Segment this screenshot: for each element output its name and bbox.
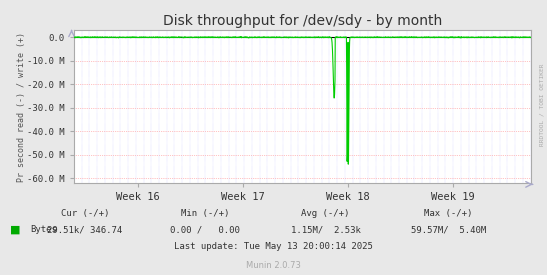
Text: Min (-/+): Min (-/+) bbox=[181, 209, 229, 218]
Text: 29.51k/ 346.74: 29.51k/ 346.74 bbox=[47, 226, 123, 234]
Y-axis label: Pr second read (-) / write (+): Pr second read (-) / write (+) bbox=[17, 32, 26, 182]
Text: 1.15M/  2.53k: 1.15M/ 2.53k bbox=[290, 226, 360, 234]
Text: 59.57M/  5.40M: 59.57M/ 5.40M bbox=[411, 226, 486, 234]
Text: Bytes: Bytes bbox=[30, 226, 57, 234]
Text: Max (-/+): Max (-/+) bbox=[424, 209, 473, 218]
Text: Avg (-/+): Avg (-/+) bbox=[301, 209, 350, 218]
Text: Munin 2.0.73: Munin 2.0.73 bbox=[246, 261, 301, 270]
Text: Last update: Tue May 13 20:00:14 2025: Last update: Tue May 13 20:00:14 2025 bbox=[174, 242, 373, 251]
Text: RRDTOOL / TOBI OETIKER: RRDTOOL / TOBI OETIKER bbox=[539, 63, 544, 146]
Text: Cur (-/+): Cur (-/+) bbox=[61, 209, 109, 218]
Text: 0.00 /   0.00: 0.00 / 0.00 bbox=[170, 226, 240, 234]
Text: ■: ■ bbox=[10, 224, 20, 234]
Title: Disk throughput for /dev/sdy - by month: Disk throughput for /dev/sdy - by month bbox=[162, 14, 442, 28]
